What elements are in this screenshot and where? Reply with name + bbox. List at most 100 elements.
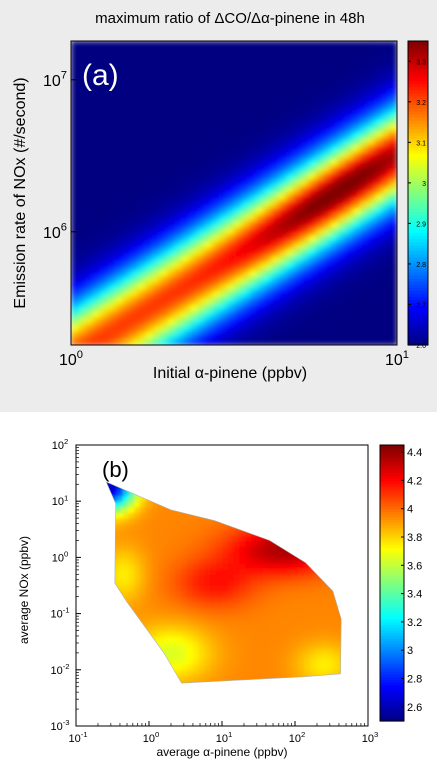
panel-a-heatmap-cell xyxy=(271,331,280,339)
panel-a-heatmap-cell xyxy=(108,47,117,56)
panel-a-heatmap-cell xyxy=(271,275,280,284)
panel-b-heatmap-cell xyxy=(116,529,124,536)
panel-b-heatmap-cell xyxy=(198,568,206,575)
panel-a-colorbar-swatch xyxy=(408,156,428,161)
panel-a-heatmap-cell xyxy=(159,310,168,318)
panel-a-heatmap-cell xyxy=(122,220,131,229)
panel-a-heatmap-cell xyxy=(130,317,139,325)
panel-a-colorbar-swatch xyxy=(408,193,428,197)
panel-b-heatmap-cell xyxy=(198,596,206,603)
panel-b-heatmap-cell xyxy=(245,641,252,648)
panel-a-heatmap-cell xyxy=(382,137,391,146)
panel-b-heatmap-cell xyxy=(192,669,200,677)
panel-b-heatmap-cell xyxy=(116,489,124,497)
panel-b-heatmap-cell xyxy=(251,669,258,677)
panel-a-heatmap-cell xyxy=(85,137,94,146)
panel-a-heatmap-cell xyxy=(219,186,228,194)
panel-b-heatmap-cell xyxy=(274,630,281,637)
panel-b-heatmap-cell xyxy=(157,534,165,542)
panel-b-heatmap-cell xyxy=(262,647,270,654)
panel-b-heatmap-cell xyxy=(315,585,322,592)
panel-b-colorbar-swatch xyxy=(380,682,404,686)
panel-a-colorbar-swatch xyxy=(408,147,428,152)
panel-a-heatmap-cell xyxy=(241,75,250,84)
panel-a-heatmap-cell xyxy=(234,275,243,284)
panel-b-colorbar: 2.62.833.23.43.63.844.24.4 xyxy=(379,444,422,722)
panel-a-heatmap-cell xyxy=(293,282,302,291)
panel-b-heatmap-cell xyxy=(327,602,334,609)
panel-a-plot-frame xyxy=(70,40,398,346)
panel-a-heatmap-cell xyxy=(100,110,109,118)
panel-a-heatmap-cell xyxy=(352,186,361,194)
panel-a-heatmap-cell xyxy=(241,47,250,56)
panel-a-heatmap-cell xyxy=(367,96,376,104)
panel-a-heatmap-cell xyxy=(256,165,265,173)
panel-a-heatmap-cell xyxy=(345,213,354,222)
panel-b-heatmap-cell xyxy=(181,546,188,553)
panel-a-colorbar-swatch xyxy=(408,107,428,112)
panel-a-heatmap-cell xyxy=(93,241,102,249)
panel-a-heatmap-cell xyxy=(322,151,331,160)
panel-a-heatmap-cell xyxy=(256,130,265,139)
panel-a-heatmap-cell xyxy=(293,317,302,325)
panel-a-heatmap-cell xyxy=(211,241,220,249)
panel-b-colorbar-swatch xyxy=(380,569,404,573)
panel-a-heatmap-cell xyxy=(226,144,235,153)
panel-a-heatmap-cell xyxy=(278,54,287,63)
panel-b-heatmap-cell xyxy=(286,619,293,626)
panel-a-heatmap-cell xyxy=(374,213,383,222)
panel-a-heatmap-cell xyxy=(137,338,146,345)
panel-b-heatmap-cell xyxy=(286,602,293,609)
panel-a-heatmap-cell xyxy=(115,54,124,63)
panel-a-heatmap-cell xyxy=(122,130,131,139)
panel-b-heatmap-cell xyxy=(134,518,141,525)
panel-b-ytick-label: 100 xyxy=(52,549,69,564)
panel-a-heatmap-cell xyxy=(122,61,131,70)
panel-a-heatmap-cell xyxy=(122,338,131,345)
panel-a-heatmap-cell xyxy=(322,158,331,166)
panel-a-heatmap-cell xyxy=(130,186,139,194)
panel-a-heatmap-cell xyxy=(248,96,257,104)
panel-a-colorbar-swatch xyxy=(408,326,428,331)
panel-a-heatmap-cell xyxy=(337,220,346,229)
panel-b-heatmap-cell xyxy=(192,518,200,525)
panel-a-heatmap-cell xyxy=(337,151,346,160)
panel-b-heatmap-cell xyxy=(233,602,241,609)
panel-a-heatmap-cell xyxy=(234,179,243,187)
panel-a-heatmap-cell xyxy=(285,123,294,132)
panel-a-heatmap-cell xyxy=(248,248,257,256)
panel-b-colorbar-swatch xyxy=(380,652,404,656)
panel-b-heatmap-cell xyxy=(128,579,135,587)
panel-a-heatmap-cell xyxy=(263,289,272,298)
panel-a-heatmap-cell xyxy=(241,310,250,318)
panel-a-heatmap-cell xyxy=(71,213,80,222)
panel-a-heatmap-cell xyxy=(382,89,391,97)
panel-a-heatmap-cell xyxy=(196,206,205,215)
panel-b-heatmap-cell xyxy=(157,523,165,530)
panel-b-heatmap-cell xyxy=(257,636,264,643)
panel-a-heatmap-cell xyxy=(167,61,176,70)
panel-a-heatmap-cell xyxy=(256,123,265,132)
panel-b-colorbar-swatch xyxy=(380,674,404,678)
panel-a-heatmap-cell xyxy=(115,262,124,270)
panel-a-heatmap-cell xyxy=(389,123,397,132)
panel-a-heatmap-cell xyxy=(271,255,280,263)
panel-a-heatmap-cell xyxy=(248,179,257,187)
panel-a-heatmap-cell xyxy=(352,54,361,63)
panel-b-heatmap-cell xyxy=(163,613,171,620)
panel-b-heatmap-cell xyxy=(163,506,171,514)
panel-a-heatmap-cell xyxy=(152,248,161,256)
panel-a-heatmap-cell xyxy=(167,165,176,173)
panel-b-heatmap-cell xyxy=(297,596,305,603)
panel-a-heatmap-cell xyxy=(137,213,146,222)
panel-a-heatmap-cell xyxy=(322,206,331,215)
panel-a-heatmap-cell xyxy=(108,269,117,277)
panel-b-ylabel: average NOx (ppbv) xyxy=(17,536,31,644)
panel-a-heatmap-cell xyxy=(122,317,131,325)
panel-a-heatmap-cell xyxy=(71,199,80,208)
panel-a-heatmap-cell xyxy=(130,227,139,236)
panel-a-heatmap-cell xyxy=(322,317,331,325)
panel-a-heatmap-cell xyxy=(226,213,235,222)
panel-a-heatmap-cell xyxy=(256,206,265,215)
panel-b-heatmap-cell xyxy=(280,652,287,660)
